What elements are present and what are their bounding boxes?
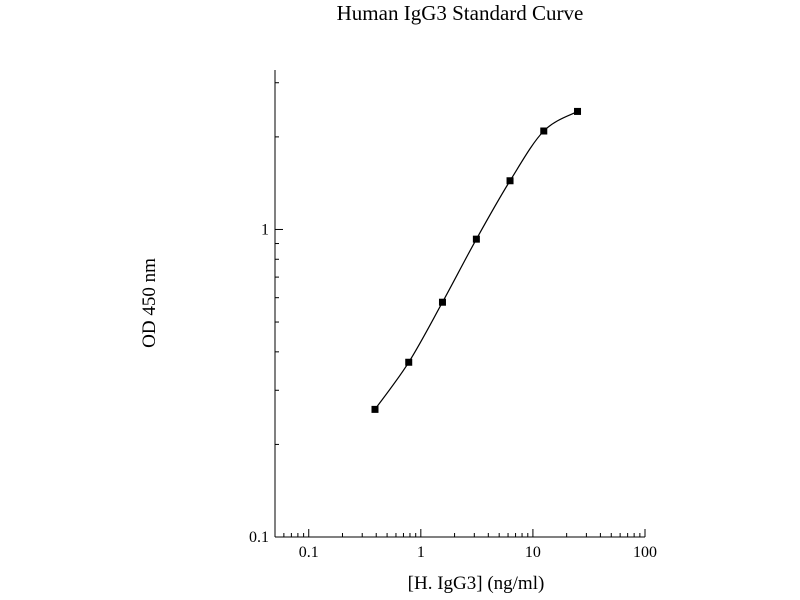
data-points	[371, 107, 582, 413]
axes	[274, 70, 645, 538]
x-axis-label: [H. IgG3] (ng/ml)	[408, 573, 545, 594]
data-point-marker	[438, 298, 446, 306]
chart-title: Human IgG3 Standard Curve	[337, 1, 584, 25]
data-point-marker	[540, 127, 548, 135]
data-point-marker	[574, 107, 582, 115]
y-axis-label: OD 450 nm	[139, 258, 160, 348]
x-tick-label: 100	[633, 544, 657, 561]
x-tick-label: 1	[417, 544, 425, 561]
x-tick-label: 0.1	[299, 544, 319, 561]
axis-ticks: 0.1 1 10 100 0.1 1	[249, 82, 657, 561]
y-tick-label: 1	[261, 221, 269, 238]
data-point-marker	[405, 358, 413, 366]
data-point-marker	[371, 405, 379, 413]
data-point-marker	[506, 177, 514, 185]
data-point-marker	[472, 235, 480, 243]
x-tick-label: 10	[525, 544, 541, 561]
y-tick-label: 0.1	[249, 529, 269, 546]
